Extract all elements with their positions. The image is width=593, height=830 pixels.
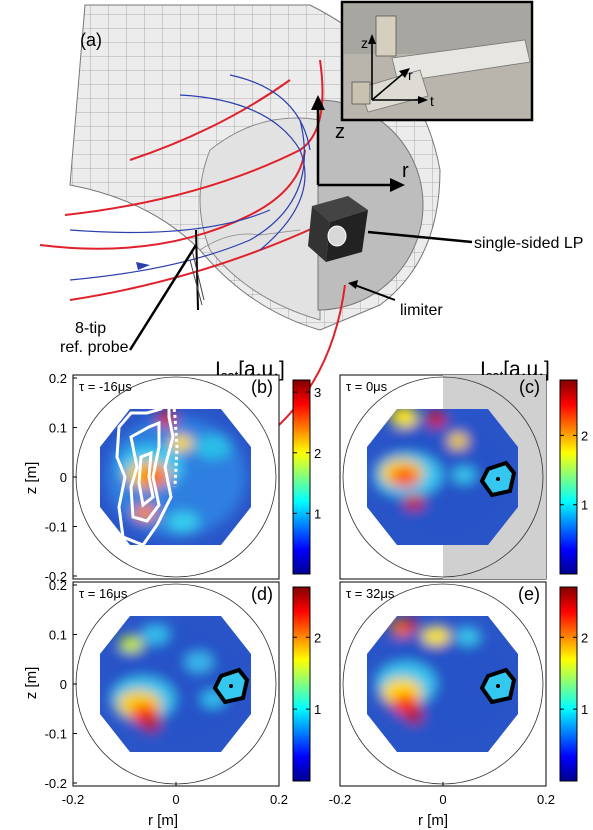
z-axis-label-bottom: z [m]	[23, 667, 40, 700]
big-axis-r: r	[402, 160, 409, 182]
label-limiter: limiter	[400, 302, 443, 319]
label-probe-2: ref. probe	[60, 339, 129, 356]
panel-label: (e)	[518, 584, 540, 604]
colorbar-tick-label: 1	[581, 702, 588, 717]
y-tick-label: 0.2	[49, 578, 67, 593]
isat-map	[100, 616, 251, 752]
label-probe-1: 8-tip	[75, 320, 106, 337]
panel-b: τ = -16μs (b) 3 2 1 0.2 0.1 0 -0.1 -0.2	[45, 371, 322, 584]
black-contour	[479, 667, 517, 705]
colorbar-tick-label: 2	[314, 630, 321, 645]
colorbar: 21	[559, 379, 588, 575]
torus-hole	[199, 117, 321, 321]
x-tick-label: -0.2	[62, 792, 84, 807]
white-contours	[115, 392, 179, 547]
y-tick-label: 0	[60, 470, 67, 485]
tau-label: τ = 32μs	[346, 586, 395, 601]
z-axis-label-top: z [m]	[23, 462, 40, 495]
panel-a-label: (a)	[80, 30, 102, 50]
y-tick-label: 0.2	[49, 371, 67, 386]
colorbar: 21	[559, 586, 588, 782]
label-single-sided: single-sided LP	[474, 235, 583, 252]
x-tick-label: 0.2	[537, 792, 555, 807]
y-tick-label: -0.2	[45, 776, 67, 791]
colorbar-tick-label: 2	[581, 630, 588, 645]
inset-axis-z: z	[361, 35, 368, 51]
tau-label: τ = 16μs	[79, 586, 128, 601]
colorbar-tick-label: 3	[314, 385, 321, 400]
r-axis-label-left: r [m]	[148, 812, 178, 829]
colorbar: 3 2 1	[292, 379, 321, 575]
panel-d: τ = 16μs (d)210.20.10-0.1-0.2-0.2 0 0.2	[45, 578, 322, 807]
isat-map	[367, 409, 518, 545]
black-contour	[212, 667, 250, 705]
big-axis-z: z	[335, 121, 345, 143]
photo-inset: z r t	[340, 0, 534, 122]
colorbar-tick-label: 2	[314, 446, 321, 461]
y-tick-label: -0.1	[45, 727, 67, 742]
x-tick-label: 0	[439, 792, 446, 807]
y-tick-label: 0.1	[49, 421, 67, 436]
tau-label: τ = -16μs	[79, 379, 132, 394]
tau-label: τ = 0μs	[346, 379, 388, 394]
y-tick-label: -0.1	[45, 520, 67, 535]
lp-cube-icon	[308, 196, 368, 262]
panel-label: (b)	[251, 377, 273, 397]
x-tick-label: -0.2	[329, 792, 351, 807]
black-contour	[479, 460, 517, 498]
inset-axis-r: r	[408, 67, 413, 83]
panel-a: z r single-sided LP limiter 8-tip ref. p…	[39, 0, 583, 456]
colorbar-tick-label: 1	[581, 498, 588, 513]
colorbar: 21	[292, 586, 321, 782]
colorbar-tick-label: 2	[581, 428, 588, 443]
y-tick-label: 0	[60, 677, 67, 692]
x-tick-label: 0	[172, 792, 179, 807]
panel-label: (d)	[251, 584, 273, 604]
colorbar-tick-label: 1	[314, 702, 321, 717]
panel-label: (c)	[519, 377, 540, 397]
inset-axis-t: t	[430, 93, 434, 109]
r-axis-label-right: r [m]	[418, 812, 448, 829]
y-tick-label: 0.1	[49, 628, 67, 643]
panel-e: τ = 32μs (e)21-0.2 0 0.2	[329, 581, 588, 807]
vessel-circle	[342, 376, 544, 578]
colorbar-tick-label: 1	[314, 506, 321, 521]
x-tick-label: 0.2	[270, 792, 288, 807]
y-tick-label: -0.2	[45, 569, 67, 584]
panel-c: τ = 0μs (c)21	[339, 374, 588, 580]
